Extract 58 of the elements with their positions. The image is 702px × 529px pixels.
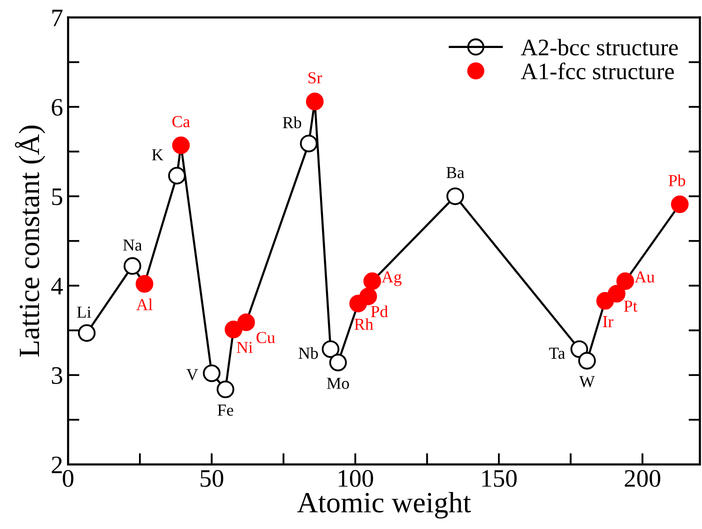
point: [168, 166, 186, 185]
point: [329, 354, 347, 372]
annotation: Na: [123, 240, 142, 251]
x-axis-title: Atomic weight: [297, 492, 471, 519]
annotation: W: [579, 376, 595, 388]
y-tick-label: 5: [52, 188, 62, 206]
annotation: Al: [136, 298, 152, 310]
annotation: V: [186, 369, 198, 380]
annotation: Pd: [370, 305, 388, 318]
x-tick-label: 50: [200, 470, 224, 487]
point: [216, 380, 234, 398]
point: [578, 352, 596, 370]
point: [202, 364, 221, 382]
point: [363, 272, 382, 290]
annotation: Ba: [446, 167, 464, 178]
point: [172, 136, 190, 154]
x-tick-label: 0: [62, 470, 74, 487]
annotation: Ag: [382, 271, 402, 286]
y-tick-label: 4: [51, 278, 63, 294]
annotation: Rb: [282, 116, 302, 128]
point: [322, 340, 340, 358]
point: [78, 324, 96, 342]
point: [670, 195, 689, 214]
y-tick-label: 6: [52, 98, 62, 116]
annotation: Ca: [172, 116, 190, 128]
annotation: Cu: [256, 332, 276, 344]
point: [300, 134, 318, 152]
point: [237, 313, 255, 332]
annotation: Pt: [624, 300, 638, 312]
y-tick-label: 7: [52, 10, 63, 26]
point: [359, 288, 378, 306]
annotation: K: [152, 149, 164, 160]
point: [224, 320, 242, 338]
point: [124, 257, 142, 275]
annotation: Ta: [549, 348, 566, 359]
point: [136, 275, 154, 293]
annotation: Ir: [602, 316, 614, 328]
annotation: Li: [77, 306, 92, 318]
x-tick-label: 200: [624, 470, 660, 487]
legend-label: A2-bcc structure: [520, 38, 678, 56]
annotation: Au: [634, 271, 655, 283]
y-axis-title: Lattice constant (Å): [14, 126, 46, 357]
point: [608, 284, 626, 303]
point: [306, 92, 324, 110]
annotation: Ni: [236, 342, 253, 353]
point: [616, 272, 634, 290]
legend-label: A1-fcc structure: [520, 62, 674, 80]
annotation: Pb: [668, 174, 686, 186]
x-tick-label: 150: [482, 470, 517, 487]
annotation: Nb: [298, 347, 318, 359]
point: [446, 187, 464, 206]
annotation: Sr: [308, 72, 322, 84]
annotation: Rh: [354, 318, 374, 330]
x-tick-label: 100: [338, 470, 374, 487]
annotation: Fe: [218, 404, 234, 416]
y-tick-label: 2: [52, 456, 62, 474]
annotation: Mo: [326, 378, 349, 389]
y-tick-label: 3: [52, 367, 62, 384]
